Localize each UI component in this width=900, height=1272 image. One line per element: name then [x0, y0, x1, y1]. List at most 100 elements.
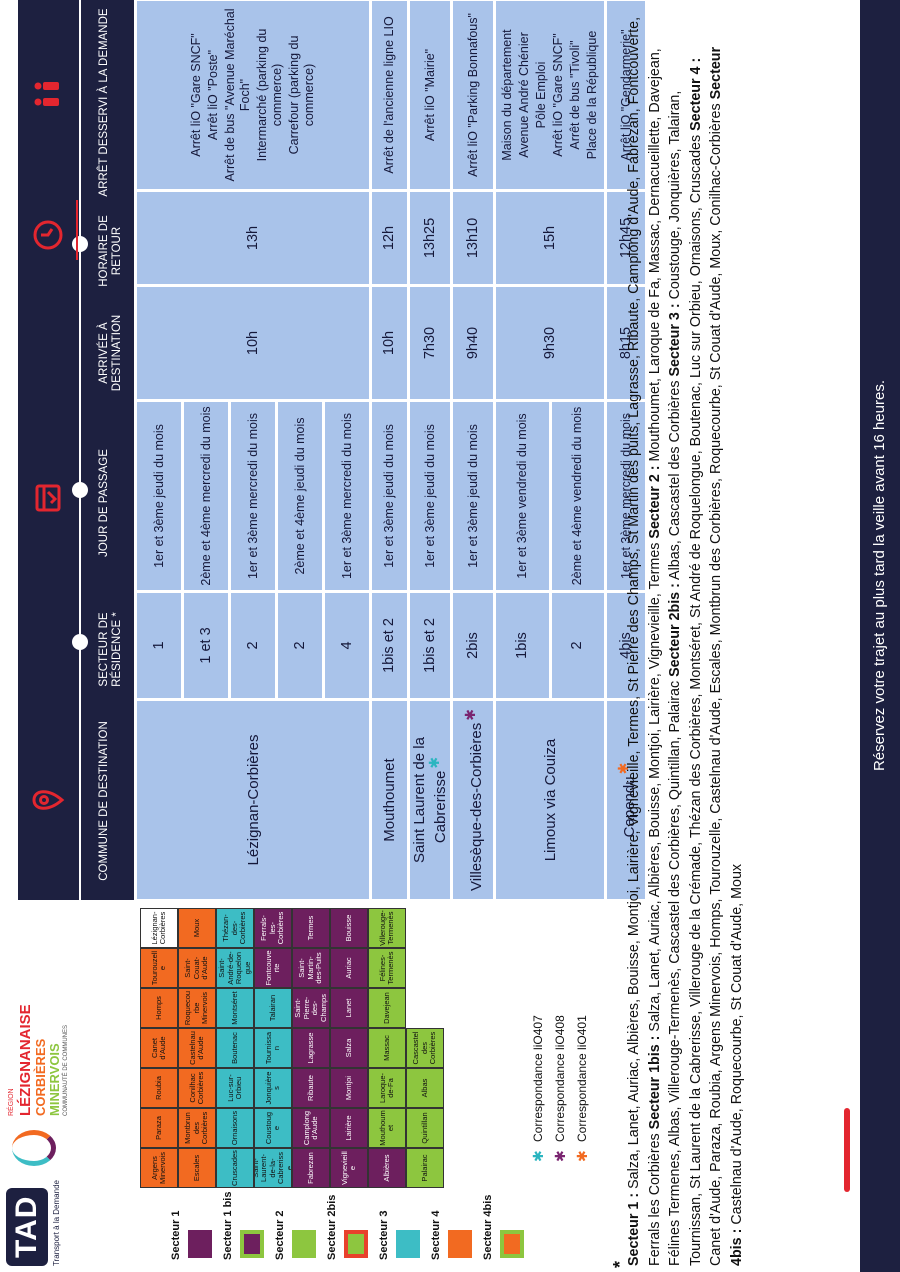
map-commune: Auriac: [330, 948, 368, 988]
sector-communes: Albas, Cascastel des Corbières: [667, 380, 683, 580]
stop: Place de la République: [585, 30, 599, 160]
stop: Arrêt liO "Gare SNCF": [189, 33, 203, 157]
day-cell: 1er et 3ème jeudi du mois: [137, 402, 181, 590]
map-commune: Coustouge: [254, 1108, 292, 1148]
map-commune: Argens Minervois: [140, 1148, 178, 1188]
legend-label: Secteur 4: [430, 1210, 442, 1260]
map-commune: Davejean: [368, 988, 406, 1028]
sector-cell: 2: [278, 593, 322, 698]
sector-label: Secteur 3 :: [667, 303, 683, 377]
map-commune: Paraza: [140, 1108, 178, 1148]
table-row: Limoux via Couiza 1bis 1er et 3ème vendred…: [496, 1, 604, 899]
stop: Pôle Emploi: [534, 61, 548, 129]
sector-cell: 4: [325, 593, 369, 698]
map-commune: Castelnau d'Aude: [178, 1028, 216, 1068]
footer-note: Réservez votre trajet au plus tard la ve…: [871, 380, 888, 772]
sector-cell: 2: [551, 593, 604, 698]
column-header: HORAIRE DE RETOUR: [98, 215, 123, 287]
map-commune: Saint-Couat-d'Aude: [178, 948, 216, 988]
stop: Avenue André Chénier: [517, 32, 531, 158]
return-cell: 12h: [372, 192, 407, 284]
logo: TAD Transport à la Demande RÉGION LÉZIGNANA…: [6, 906, 76, 1266]
map-commune: Villerouge-Termenès: [368, 908, 406, 948]
stop: Intermarché (parking du commerce): [255, 28, 284, 162]
day-cell: 1er et 3ème mercredi du mois: [231, 402, 275, 590]
stop: Arrêt liO "Gare SNCF": [551, 33, 565, 157]
sector-communes: Castelnau d'Aude, Roquecourbe, St Couat …: [728, 863, 745, 1225]
logo-community: COMMUNAUTÉ DE COMMUNES: [63, 1025, 69, 1116]
map-commune: Termes: [292, 908, 330, 948]
map-commune: Montjoi: [330, 1068, 368, 1108]
return-cell: 15h: [496, 192, 604, 284]
logo-name: LÉZIGNANAISE: [17, 1004, 34, 1116]
map-commune: Mouthoumet: [368, 1108, 406, 1148]
table-row: Mouthoumet 1bis et 2 1er et 3ème jeudi du …: [372, 1, 407, 899]
logo-mark: TAD: [6, 1187, 48, 1266]
map-commune: Lanet: [330, 988, 368, 1028]
stops-cell: Arrêt liO "Gare SNCF" Arrêt liO "Poste" Ar…: [137, 1, 369, 189]
map-commune: Boutenac: [216, 1028, 254, 1068]
map-commune: Lairière: [330, 1108, 368, 1148]
table-row: Lézignan-Corbières 1 1er et 3ème jeudi du …: [137, 1, 369, 899]
map-commune: Ribaute: [292, 1068, 330, 1108]
sector-paragraph: Secteur 1 : Salza, Lanet, Auriac, Albièr…: [624, 16, 747, 1266]
table-header-band: COMMUNE DE DESTINATION SECTEUR DE RÉSIDEN…: [18, 0, 136, 900]
sector-label: Secteur 4 :: [687, 57, 704, 131]
sector-communes: Canet d'Aude, Paraza, Roubia, Argens Min…: [708, 103, 724, 1266]
day-cell: 2ème et 4ème mercredi du mois: [184, 402, 228, 590]
day-cell: 1er et 3ème jeudi du mois: [372, 402, 407, 590]
map-commune: Roquecourbe Minervois: [178, 988, 216, 1028]
commune-cell: Villesèque-des-Corbières✱: [453, 701, 493, 899]
map-commune: Albières: [368, 1148, 406, 1188]
stops-cell: Arrêt liO "Parking Bonnafous": [453, 1, 493, 189]
return-cell: 13h25: [410, 192, 450, 284]
day-cell: 1er et 3ème mercredi du mois: [325, 402, 369, 590]
commune-name: Saint Laurent de la Cabrerisse: [411, 737, 449, 863]
sector-cell: 1 et 3: [184, 593, 228, 698]
day-cell: 2ème et 4ème jeudi du mois: [278, 402, 322, 590]
sector-cell: 2bis: [453, 593, 493, 698]
note-marker: *: [610, 1260, 630, 1268]
logo-swirl: [12, 1130, 56, 1166]
arrival-cell: 9h40: [453, 287, 493, 399]
correspondance-marker: ✱: [552, 1150, 568, 1162]
correspondance-label: Correspondance liO408: [553, 1015, 567, 1142]
legend-swatch: [344, 1230, 368, 1258]
sector-label: Secteur 2bis :: [667, 583, 683, 677]
arrival-cell: 9h30: [496, 287, 604, 399]
map-commune: Quintillan: [406, 1108, 444, 1148]
stop: Arrêt de l'ancienne ligne LIO: [382, 16, 396, 174]
map-commune: Montséret: [216, 988, 254, 1028]
correspondance-marker: ✱: [530, 1150, 546, 1162]
map-commune: Talairan: [254, 988, 292, 1028]
stop: Arrêt de bus "Tivoli": [568, 40, 582, 150]
map-commune: Saint-Martin-des-Puits: [292, 948, 330, 988]
footer-band: Réservez votre trajet au plus tard la ve…: [844, 0, 900, 1272]
map-commune: Tournissan: [254, 1028, 292, 1068]
legend-swatch: [188, 1230, 212, 1258]
column-header: JOUR DE PASSAGE: [98, 449, 110, 557]
stops-cell: Arrêt de l'ancienne ligne LIO: [372, 1, 407, 189]
column-header: SECTEUR DE RÉSIDENCE *: [98, 612, 123, 687]
day-cell: 1er et 3ème jeudi du mois: [453, 402, 493, 590]
map-commune: Canet d'Aude: [140, 1028, 178, 1068]
stops-cell: Arrêt liO "Mairie": [410, 1, 450, 189]
map-commune: Tourouzelle: [140, 948, 178, 988]
map-commune: Saint-Pierre-des-Champs: [292, 988, 330, 1028]
stop: Arrêt liO "Poste": [206, 49, 220, 141]
sector-label: Secteur 1 :: [626, 1192, 642, 1266]
legend-swatch: [448, 1230, 472, 1258]
map-commune: Lagrasse: [292, 1028, 330, 1068]
map-commune: Cruscades: [216, 1148, 254, 1188]
map-commune: Fabrezan: [292, 1148, 330, 1188]
map-commune: Salza: [330, 1028, 368, 1068]
legend-swatch: [240, 1230, 264, 1258]
map-commune: Roubia: [140, 1068, 178, 1108]
arrival-cell: 10h: [137, 287, 369, 399]
sector-label: Secteur 2 :: [646, 465, 663, 539]
map-commune: Saint-Laurent-de-la-Cabrerisse: [254, 1148, 292, 1188]
map-commune: Moux: [178, 908, 216, 948]
sector-cell: 1bis et 2: [372, 593, 407, 698]
